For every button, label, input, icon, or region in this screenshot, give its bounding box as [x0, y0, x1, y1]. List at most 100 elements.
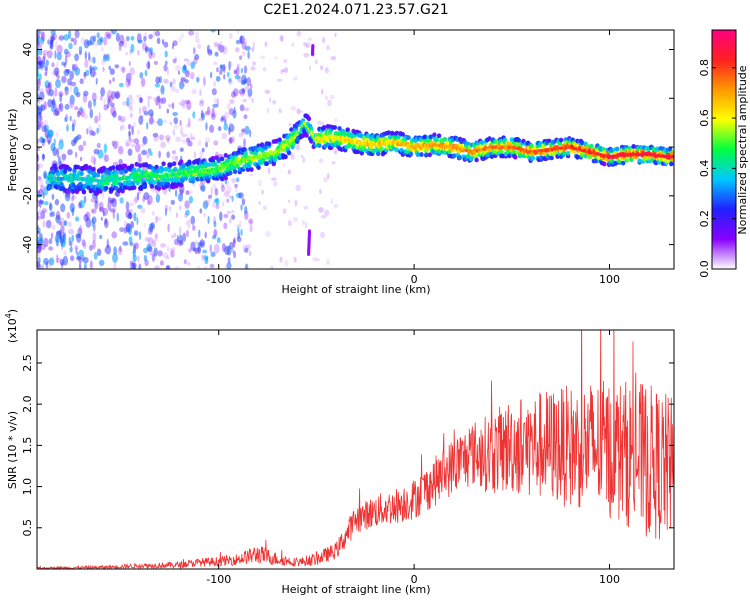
spectrogram-ridge-cell: [609, 147, 614, 153]
spectrogram-ridge-cell: [187, 159, 192, 165]
spectrogram-noise-cell: [106, 238, 110, 249]
spectrogram-noise-cell: [188, 30, 195, 36]
spectrogram-noise-cell: [318, 207, 324, 213]
spectrogram-noise-cell: [131, 144, 136, 148]
spectrogram-noise-cell: [138, 107, 142, 115]
spectrogram-ridge-cell: [379, 146, 384, 152]
spectrogram-noise-cell: [94, 115, 99, 124]
spectrogram-noise-cell: [194, 36, 198, 43]
spectrogram-noise-cell: [78, 46, 83, 53]
spectrogram-noise-cell: [159, 261, 164, 266]
spectrogram-noise-cell: [89, 35, 95, 46]
spectrogram-noise-cell: [75, 247, 78, 255]
spectrogram-ridge-cell: [286, 150, 292, 156]
spectrogram-noise-cell: [54, 107, 60, 116]
spectrogram-noise-cell: [266, 107, 270, 114]
snr-ytick-label: 1.5: [21, 437, 34, 455]
spectrogram-noise-cell: [51, 105, 55, 113]
spectrogram-noise-cell: [298, 110, 304, 113]
spectrogram-noise-cell: [69, 115, 72, 122]
spectrogram-noise-cell: [100, 87, 105, 97]
spectrogram-noise-cell: [186, 100, 192, 111]
spectrogram-noise-cell: [68, 228, 74, 235]
spectrogram-noise-cell: [154, 265, 160, 269]
spectrogram-noise-cell: [37, 261, 40, 269]
spectrogram-noise-cell: [134, 196, 139, 203]
spectrogram-noise-cell: [128, 209, 134, 213]
spectrogram-noise-cell: [176, 234, 179, 243]
spectrogram-noise-cell: [147, 98, 150, 109]
spectrogram-noise-cell: [118, 145, 124, 155]
spectrogram-noise-cell: [50, 142, 56, 152]
spectrogram-noise-cell: [43, 124, 49, 131]
spectrogram-noise-cell: [209, 263, 215, 269]
spectrogram-noise-cell: [106, 89, 113, 100]
spectrogram-noise-cell: [241, 129, 246, 136]
spectrogram-noise-cell: [211, 112, 218, 118]
spectrogram-noise-cell: [78, 201, 82, 209]
spectrogram-noise-cell: [73, 86, 79, 96]
spectrogram-noise-cell: [157, 250, 163, 257]
spectrogram-noise-cell: [175, 136, 182, 142]
spectrogram-noise-cell: [37, 244, 42, 253]
spectrogram-noise-cell: [133, 212, 137, 222]
spectrogram-noise-cell: [37, 56, 42, 65]
spectrogram-noise-cell: [147, 200, 151, 206]
spectrogram-ytick-label: 40: [21, 43, 34, 57]
spectrogram-noise-cell: [147, 195, 153, 205]
spectrogram-ridge-cell: [264, 161, 269, 167]
spectrogram-noise-cell: [133, 138, 139, 145]
spectrogram-noise-cell: [112, 252, 118, 263]
spectrogram-noise-cell: [159, 134, 164, 141]
spectrogram-ridge-cell: [422, 134, 428, 140]
spectrogram-noise-cell: [138, 97, 143, 103]
spectrogram-noise-cell: [143, 32, 148, 39]
spectrogram-xtick-label: -100: [206, 273, 231, 286]
spectrogram-noise-cell: [249, 84, 253, 89]
spectrogram-noise-cell: [222, 201, 225, 207]
spectrogram-noise-cell: [291, 42, 295, 47]
snr-xlabel: Height of straight line (km): [281, 583, 430, 596]
spectrogram-ridge-cell: [594, 158, 599, 164]
spectrogram-noise-cell: [125, 201, 130, 211]
spectrogram-noise-cell: [37, 163, 40, 171]
spectrogram-noise-cell: [37, 78, 41, 88]
spectrogram-noise-cell: [37, 146, 40, 151]
spectrogram-noise-cell: [236, 30, 240, 34]
spectrogram-noise-cell: [213, 140, 219, 146]
figure-title: C2E1.2024.071.23.57.G21: [263, 2, 448, 18]
spectrogram-noise-cell: [133, 121, 136, 128]
spectrogram-noise-cell: [177, 70, 181, 75]
spectrogram-noise-cell: [127, 81, 132, 86]
spectrogram-noise-cell: [163, 119, 168, 124]
spectrogram-noise-cell: [279, 34, 284, 42]
spectrogram-noise-cell: [170, 199, 175, 205]
spectrogram-noise-cell: [188, 196, 193, 204]
spectrogram-noise-cell: [117, 115, 122, 121]
spectrogram-noise-cell: [60, 217, 65, 227]
spectrogram-streak-cell: [311, 44, 315, 48]
spectrogram-noise-cell: [148, 49, 153, 60]
spectrogram-ridge-cell: [55, 172, 61, 177]
spectrogram-noise-cell: [164, 60, 168, 65]
spectrogram-noise-cell: [64, 113, 69, 122]
snr-xtick-label: 100: [599, 573, 620, 586]
spectrogram-ridge-cell: [309, 138, 314, 144]
spectrogram-ridge-cell: [434, 137, 439, 143]
spectrogram-noise-cell: [113, 246, 117, 256]
spectrogram-noise-cell: [178, 226, 182, 236]
spectrogram-noise-cell: [223, 213, 229, 219]
spectrogram-noise-cell: [82, 254, 85, 262]
spectrogram-noise-cell: [129, 67, 135, 76]
spectrogram-noise-cell: [228, 139, 233, 143]
spectrogram-ridge-cell: [197, 172, 203, 178]
spectrogram-noise-cell: [172, 78, 176, 85]
spectrogram-noise-cell: [71, 139, 77, 147]
spectrogram-noise-cell: [87, 100, 92, 110]
spectrogram-ridge-cell: [109, 187, 115, 193]
spectrogram-ridge-cell: [549, 155, 554, 161]
spectrogram-noise-cell: [199, 89, 202, 97]
spectrogram-noise-cell: [67, 221, 72, 227]
spectrogram-noise-cell: [223, 222, 228, 230]
spectrogram-noise-cell: [282, 163, 285, 168]
